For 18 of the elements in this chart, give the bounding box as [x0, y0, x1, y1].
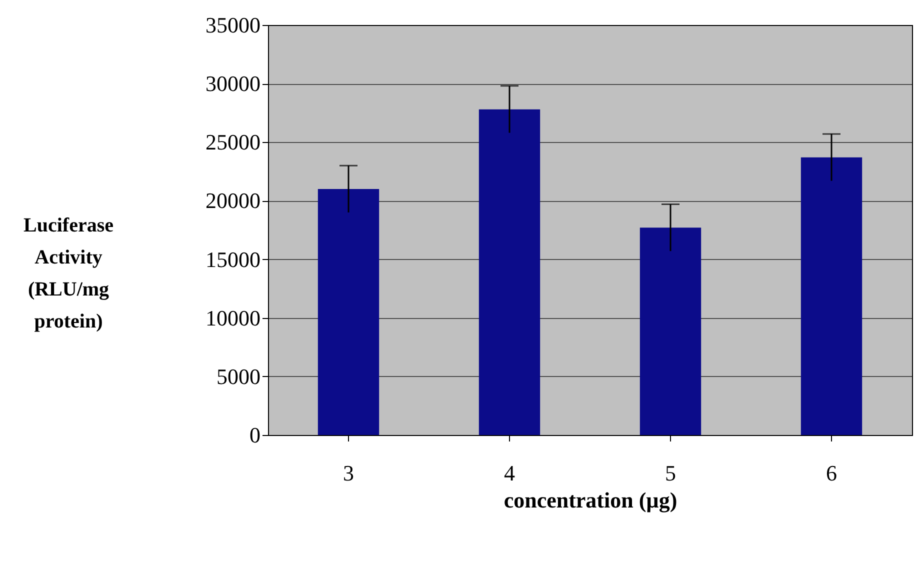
- y-tick-label: 20000: [206, 188, 260, 214]
- x-tick-label: 5: [665, 460, 676, 486]
- bar: [800, 157, 862, 435]
- bar: [478, 109, 540, 435]
- bar: [640, 228, 702, 435]
- bar: [318, 189, 380, 435]
- y-tick-label: 30000: [206, 71, 260, 96]
- y-tick-label: 35000: [206, 12, 260, 38]
- x-tick-label: 3: [343, 460, 354, 486]
- y-tick-label: 15000: [206, 246, 260, 272]
- y-axis-title: Luciferase Activity (RLU/mg protein): [24, 214, 114, 332]
- y-tick-label: 0: [250, 422, 260, 448]
- y-tick-label: 5000: [216, 364, 260, 389]
- x-tick-label: 4: [504, 460, 515, 486]
- y-tick-label: 25000: [206, 130, 260, 155]
- x-axis-title: concentration (µg): [504, 488, 678, 512]
- x-tick-label: 6: [826, 460, 837, 486]
- y-tick-label: 10000: [206, 305, 260, 330]
